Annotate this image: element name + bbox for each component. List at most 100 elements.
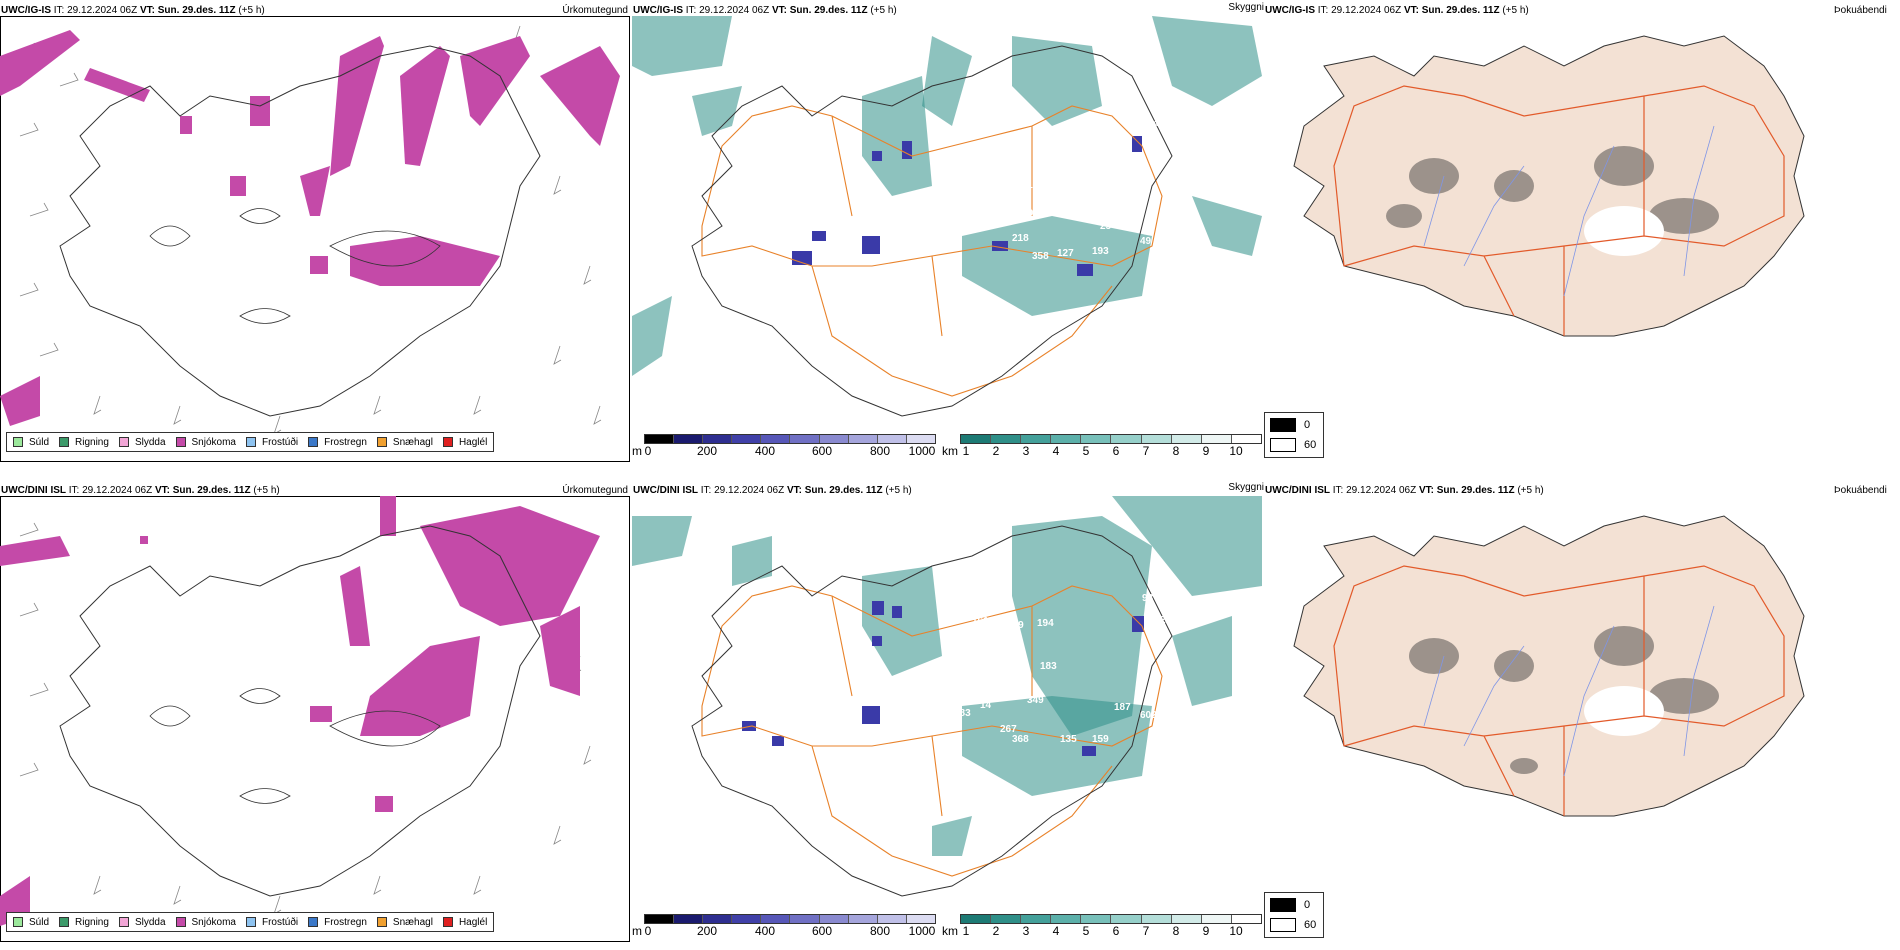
colorbar-km-tick: 9 xyxy=(1202,924,1210,938)
colorbar-km: km 1 2 3 4 5 6 7 8 9 10 xyxy=(942,434,1262,458)
visibility-label: 45 xyxy=(992,594,1004,605)
legend-swatch xyxy=(442,437,453,447)
colorbar-m-tick: 600 xyxy=(811,924,833,938)
iceland-outline xyxy=(59,525,541,897)
vt-label: VT: xyxy=(154,485,170,496)
iceland-land xyxy=(1293,35,1805,337)
visibility-label: 194 xyxy=(1037,618,1054,629)
legend-swatch xyxy=(442,917,453,927)
precip-map xyxy=(0,496,600,926)
legend-swatch xyxy=(245,437,256,447)
panel-fog-top: UWC/IG-IS IT: 29.12.2024 06Z VT: Sun. 29… xyxy=(1264,0,1896,470)
colorbar-m: m 0 200 400 600 800 1000 xyxy=(632,434,942,458)
colorbar-km-tick: 3 xyxy=(1022,924,1030,938)
colorbar-km-tick: 7 xyxy=(1142,924,1150,938)
colorbar-km-tick: 1 xyxy=(962,444,970,458)
panel-visibility-bottom: UWC/DINI ISL IT: 29.12.2024 06Z VT: Sun.… xyxy=(632,480,1264,950)
visibility-label: 135 xyxy=(1060,734,1077,745)
visibility-label: 208 xyxy=(957,113,974,124)
legend-item: Snæhagl xyxy=(376,437,433,448)
legend-label: Snjókoma xyxy=(191,436,236,448)
legend-item: Rigning xyxy=(59,437,109,448)
vt-value: Sun. 29.des. 11Z xyxy=(1421,5,1500,16)
visibility-label: 98 xyxy=(1142,593,1154,604)
it-value: 29.12.2024 06Z xyxy=(1346,485,1417,496)
lead-time: (+5 h) xyxy=(1502,5,1529,16)
colorbar-km-tick: 10 xyxy=(1229,444,1243,458)
vt-label: VT: xyxy=(139,5,155,16)
colorbar-km-tick: 8 xyxy=(1172,924,1180,938)
legend-white-swatch xyxy=(1270,438,1296,452)
colorbar-km-tick: 4 xyxy=(1052,444,1060,458)
road-network xyxy=(701,105,1163,397)
colorbar-m-tick: 0 xyxy=(644,924,652,938)
legend-item: Slydda xyxy=(118,436,166,448)
panel-header: UWC/DINI ISL IT: 29.12.2024 06Z VT: Sun.… xyxy=(1,485,280,496)
legend-label: Frostúði xyxy=(261,436,299,448)
visibility-label: 159 xyxy=(1092,734,1109,745)
visibility-label: 501 xyxy=(947,148,964,159)
visibility-areas xyxy=(632,496,1262,856)
legend-swatch xyxy=(308,437,319,447)
colorbar-m-bar xyxy=(644,914,936,924)
model-name: UWC/DINI ISL xyxy=(1,485,66,496)
precip-type-legend: Súld Rigning Slydda Snjókoma Frostúði Frostre… xyxy=(6,432,495,452)
legend-swatch xyxy=(376,437,387,447)
lead-time: (+5 h) xyxy=(238,5,265,16)
legend-top-label: 0 xyxy=(1304,419,1311,431)
low-visibility-areas xyxy=(792,136,1142,276)
rivers xyxy=(1423,125,1715,297)
iceland-outline xyxy=(691,525,1173,897)
legend-item: Frostúði xyxy=(245,436,299,448)
it-label: IT: xyxy=(68,485,80,496)
visibility-label: 187 xyxy=(1114,702,1131,713)
colorbar-m: m 0 200 400 600 800 1000 xyxy=(632,914,942,938)
fog-clear-area xyxy=(1584,206,1664,256)
it-label: IT: xyxy=(685,5,697,16)
legend-bottom-label: 60 xyxy=(1304,439,1317,451)
iceland-land xyxy=(1293,515,1805,817)
legend-label: Frostregn xyxy=(324,916,367,928)
precip-type-legend: Súld Rigning Slydda Snjókoma Frostúði Frostre… xyxy=(6,912,495,932)
legend-swatch xyxy=(175,437,186,447)
colorbar-km-bar xyxy=(960,914,1262,924)
legend-swatch xyxy=(376,917,387,927)
visibility-label: 104 xyxy=(1142,118,1159,129)
panel-fog-bottom: UWC/DINI ISL IT: 29.12.2024 06Z VT: Sun.… xyxy=(1264,480,1896,950)
panel-header: UWC/DINI ISL IT: 29.12.2024 06Z VT: Sun.… xyxy=(633,485,912,496)
panel-title: Þokuábendi xyxy=(1834,5,1887,16)
legend-label: Slydda xyxy=(134,916,166,928)
low-visibility-areas xyxy=(742,601,1144,756)
panel-precip-top: UWC/IG-IS IT: 29.12.2024 06Z VT: Sun. 29… xyxy=(0,0,632,470)
legend-top-label: 0 xyxy=(1304,899,1311,911)
visibility-label: 602 xyxy=(1140,710,1157,721)
snow-areas xyxy=(0,496,600,926)
iceland-outline xyxy=(691,45,1173,417)
legend-swatch xyxy=(13,437,23,447)
panel-visibility-top: UWC/IG-IS IT: 29.12.2024 06Z VT: Sun. 29… xyxy=(632,0,1264,470)
visibility-label: 358 xyxy=(1032,251,1049,262)
it-label: IT: xyxy=(700,485,712,496)
legend-swatch xyxy=(13,917,23,927)
iceland-outline xyxy=(59,45,541,417)
legend-label: Slydda xyxy=(134,436,166,448)
panel-title: Skyggni xyxy=(1228,2,1264,13)
legend-item: Frostúði xyxy=(245,917,298,928)
legend-black-swatch xyxy=(1270,898,1296,912)
legend-label: Frostregn xyxy=(324,436,367,448)
lead-time: (+5 h) xyxy=(885,485,912,496)
colorbar-km-tick: 3 xyxy=(1022,444,1030,458)
fog-shading xyxy=(1386,146,1719,234)
colorbar-m-tick: 1000 xyxy=(908,444,936,458)
colorbar-m-tick: 600 xyxy=(811,444,833,458)
legend-white-swatch xyxy=(1270,918,1296,932)
snow-areas xyxy=(0,30,620,426)
legend-label: Haglél xyxy=(458,436,488,448)
it-value: 29.12.2024 06Z xyxy=(1331,5,1402,16)
colorbar-m-unit: m xyxy=(632,924,642,938)
colorbar-m-unit: m xyxy=(632,444,642,458)
visibility-label: 49 xyxy=(1140,236,1152,247)
panel-frame xyxy=(0,496,630,942)
visibility-areas xyxy=(632,16,1262,376)
